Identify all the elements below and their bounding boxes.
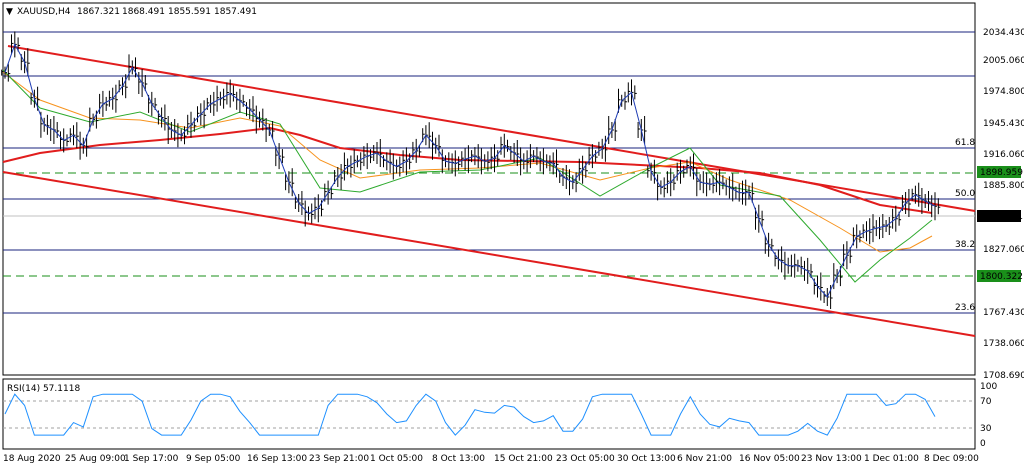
badge-current-text: 1857.491 <box>980 212 1023 222</box>
badge-upper: 1898.959 <box>977 166 1023 178</box>
header-low: 1855.591 <box>168 7 211 17</box>
time-tick-11: 6 Nov 21:00 <box>677 454 732 464</box>
rsi-tick-100: 100 <box>980 382 997 392</box>
time-tick-9: 23 Oct 05:00 <box>556 454 615 464</box>
time-tick-4: 16 Sep 13:00 <box>247 454 307 464</box>
time-tick-0: 18 Aug 2020 <box>3 454 61 464</box>
rsi-label: RSI(14) 57.1118 <box>7 384 80 394</box>
price-tick-1767: 1767.430 <box>983 308 1024 318</box>
header-symbol: XAUUSD,H4 <box>17 7 71 17</box>
time-tick-10: 30 Oct 13:00 <box>617 454 676 464</box>
time-tick-14: 1 Dec 01:00 <box>864 454 919 464</box>
time-axis: 18 Aug 2020 25 Aug 09:00 1 Sep 17:00 9 S… <box>3 454 979 464</box>
fib-label-23: 23.6 <box>955 303 975 313</box>
time-tick-6: 1 Oct 05:00 <box>370 454 423 464</box>
time-tick-13: 23 Nov 13:00 <box>801 454 862 464</box>
price-tick-1916: 1916.060 <box>983 150 1024 160</box>
price-tick-2005: 2005.060 <box>983 56 1024 66</box>
badge-lower-text: 1800.322 <box>980 272 1023 282</box>
badge-upper-text: 1898.959 <box>980 168 1023 178</box>
price-tick-2034: 2034.430 <box>983 28 1024 38</box>
rsi-tick-30: 30 <box>980 424 992 434</box>
header-high: 1868.491 <box>122 7 165 17</box>
channel-lower-line <box>2 171 976 337</box>
rsi-line <box>4 393 936 436</box>
time-tick-1: 25 Aug 09:00 <box>65 454 126 464</box>
time-tick-8: 15 Oct 21:00 <box>494 454 553 464</box>
fib-label-38: 38.2 <box>955 240 975 250</box>
rsi-tick-0: 0 <box>980 439 986 449</box>
price-axis: 2034.430 2005.060 1974.800 1945.430 1916… <box>983 28 1024 381</box>
price-tick-1945: 1945.430 <box>983 119 1024 129</box>
price-tick-1885: 1885.800 <box>983 181 1024 191</box>
badge-lower: 1800.322 <box>977 270 1023 282</box>
price-line <box>4 43 936 298</box>
header-close: 1857.491 <box>214 7 257 17</box>
fib-label-50: 50.0 <box>955 189 975 199</box>
time-tick-7: 8 Oct 13:00 <box>432 454 485 464</box>
time-tick-2: 1 Sep 17:00 <box>124 454 179 464</box>
rsi-panel <box>2 378 976 450</box>
time-tick-12: 16 Nov 05:00 <box>739 454 800 464</box>
badge-current: 1857.491 <box>977 210 1023 222</box>
time-tick-15: 8 Dec 09:00 <box>924 454 979 464</box>
header-open: 1867.321 <box>77 7 120 17</box>
time-tick-5: 23 Sep 21:00 <box>309 454 369 464</box>
price-tick-1738: 1738.060 <box>983 339 1024 349</box>
price-tick-1974: 1974.800 <box>983 87 1024 97</box>
price-tick-1708: 1708.690 <box>983 371 1024 381</box>
fib-label-61: 61.8 <box>955 138 975 148</box>
ma-red-line <box>2 126 933 214</box>
rsi-axis: 100 70 30 0 <box>980 382 997 449</box>
price-tick-1827: 1827.060 <box>983 245 1024 255</box>
ma-orange-line <box>2 71 933 253</box>
header-symbol-icon: ▼ <box>6 7 13 17</box>
time-tick-3: 9 Sep 05:00 <box>186 454 241 464</box>
rsi-tick-70: 70 <box>980 397 992 407</box>
horizontal-levels <box>3 31 975 314</box>
